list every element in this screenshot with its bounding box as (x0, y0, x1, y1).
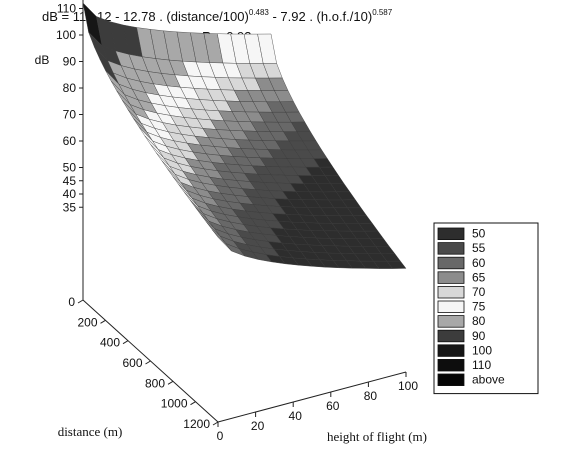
legend-label: 100 (472, 343, 492, 357)
db-tick-label: 40 (63, 187, 77, 201)
legend-swatch (437, 300, 465, 314)
distance-tick-label: 800 (145, 376, 165, 390)
surface-group (82, 2, 407, 269)
distance-tick-label: 600 (122, 356, 142, 370)
distance-tick-mark (212, 421, 219, 426)
height-tick-label: 100 (398, 379, 418, 393)
legend-swatch (437, 271, 465, 284)
legend-label: 90 (472, 329, 486, 343)
height-tick-label: 40 (289, 409, 303, 423)
legend-swatch (437, 329, 465, 343)
legend-label: 75 (472, 300, 486, 314)
surface-patch (386, 260, 407, 269)
legend-label: above (472, 373, 505, 387)
legend-swatch (437, 242, 465, 255)
labels-group: dB distance (m) height of flight (m) (35, 53, 427, 444)
legend-label: 60 (472, 256, 486, 270)
distance-tick-mark (122, 340, 129, 345)
db-tick-label: 100 (56, 28, 76, 42)
distance-tick-mark (100, 319, 106, 324)
distance-axis-title: distance (m) (58, 424, 123, 439)
height-tick-label: 0 (217, 429, 224, 443)
height-tick-label: 80 (364, 389, 378, 403)
legend-label: 80 (472, 314, 486, 328)
legend-swatch (437, 373, 465, 387)
legend-label: 50 (472, 227, 486, 241)
height-axis-title: height of flight (m) (327, 429, 427, 444)
axes-group: 1201101009080706050454035020040060080010… (56, 0, 418, 443)
distance-tick-mark (145, 360, 151, 365)
legend-swatch (437, 227, 465, 241)
legend-swatch (437, 256, 465, 270)
legend-swatch (437, 358, 465, 372)
legend-label: 110 (472, 358, 491, 372)
distance-tick-label: 1200 (183, 417, 210, 431)
distance-tick-label: 1000 (161, 397, 188, 411)
db-tick-label: 90 (63, 55, 77, 69)
legend-swatch (437, 315, 465, 328)
legend-swatch (437, 285, 465, 299)
height-tick-label: 60 (326, 399, 340, 413)
db-tick-label: 110 (57, 2, 76, 16)
db-axis-title: dB (35, 53, 50, 67)
distance-tick-label: 0 (68, 295, 75, 309)
distance-tick-mark (190, 401, 196, 406)
db-tick-label: 70 (63, 108, 77, 122)
legend-label: 65 (472, 270, 486, 284)
height-tick-label: 20 (251, 419, 265, 433)
height-axis-line (217, 371, 407, 423)
distance-tick-label: 200 (77, 315, 97, 329)
db-tick-label: 45 (63, 174, 77, 188)
legend-swatch (437, 344, 465, 357)
distance-tick-mark (77, 299, 84, 304)
legend-label: 55 (472, 241, 486, 255)
equation-part-2: - 7.92 . (h.o.f./10) (268, 9, 373, 24)
db-tick-label: 35 (63, 200, 77, 214)
equation-exponent-2: 0.587 (372, 8, 393, 17)
db-tick-label: 50 (63, 161, 77, 175)
db-tick-label: 60 (63, 134, 77, 148)
distance-tick-mark (167, 380, 174, 385)
legend-label: 70 (472, 285, 486, 299)
db-tick-label: 80 (63, 81, 77, 95)
equation-exponent-1: 0.483 (248, 8, 269, 17)
distance-tick-label: 400 (100, 336, 120, 350)
